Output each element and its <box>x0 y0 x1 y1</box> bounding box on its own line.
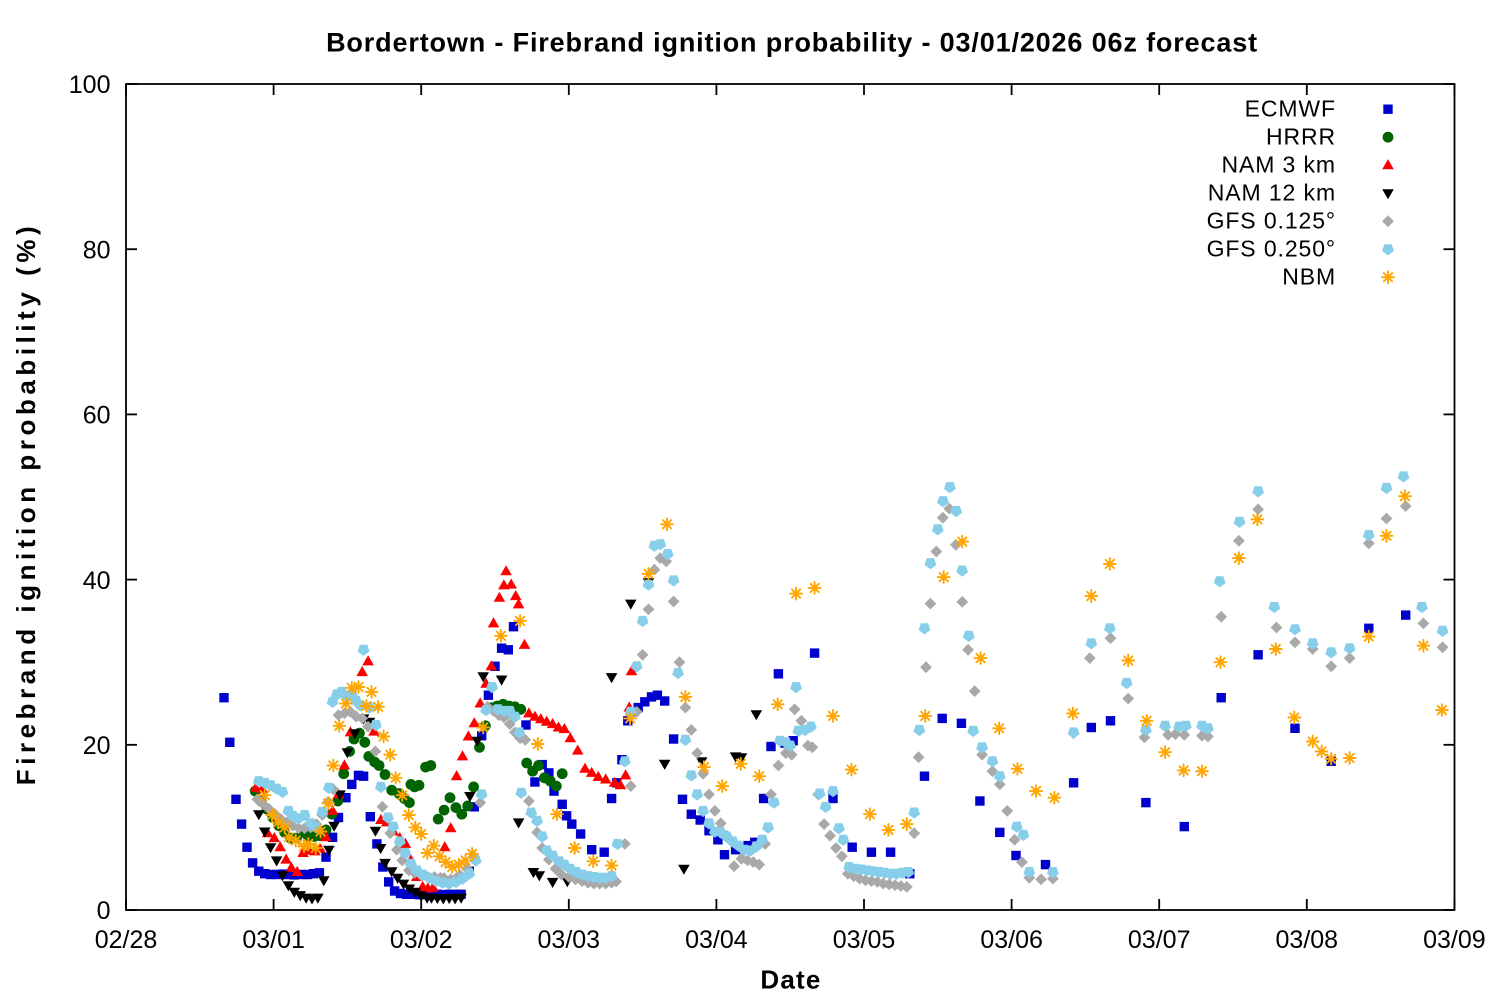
svg-text:ECMWF: ECMWF <box>1245 96 1336 122</box>
svg-text:GFS 0.250°: GFS 0.250° <box>1207 236 1336 262</box>
svg-text:Firebrand ignition probability: Firebrand ignition probability (%) <box>11 222 41 785</box>
svg-text:02/28: 02/28 <box>95 926 158 954</box>
svg-text:03/07: 03/07 <box>1128 926 1191 954</box>
svg-text:03/03: 03/03 <box>538 926 601 954</box>
svg-text:03/08: 03/08 <box>1276 926 1339 954</box>
svg-text:NAM 12 km: NAM 12 km <box>1208 180 1336 206</box>
svg-text:Date: Date <box>760 965 821 995</box>
svg-text:GFS 0.125°: GFS 0.125° <box>1207 208 1336 234</box>
svg-text:0: 0 <box>97 897 111 925</box>
svg-text:100: 100 <box>69 71 111 99</box>
svg-text:03/09: 03/09 <box>1423 926 1486 954</box>
svg-text:03/04: 03/04 <box>685 926 748 954</box>
svg-text:Bordertown - Firebrand ignitio: Bordertown - Firebrand ignition probabil… <box>326 28 1258 58</box>
svg-text:03/01: 03/01 <box>242 926 305 954</box>
svg-text:60: 60 <box>83 402 111 430</box>
svg-text:40: 40 <box>83 567 111 595</box>
svg-text:03/05: 03/05 <box>833 926 896 954</box>
svg-text:HRRR: HRRR <box>1266 124 1336 150</box>
svg-text:80: 80 <box>83 236 111 264</box>
svg-text:NAM 3 km: NAM 3 km <box>1221 152 1336 178</box>
svg-text:03/02: 03/02 <box>390 926 453 954</box>
svg-text:03/06: 03/06 <box>980 926 1043 954</box>
svg-text:NBM: NBM <box>1282 264 1336 290</box>
svg-text:20: 20 <box>83 732 111 760</box>
